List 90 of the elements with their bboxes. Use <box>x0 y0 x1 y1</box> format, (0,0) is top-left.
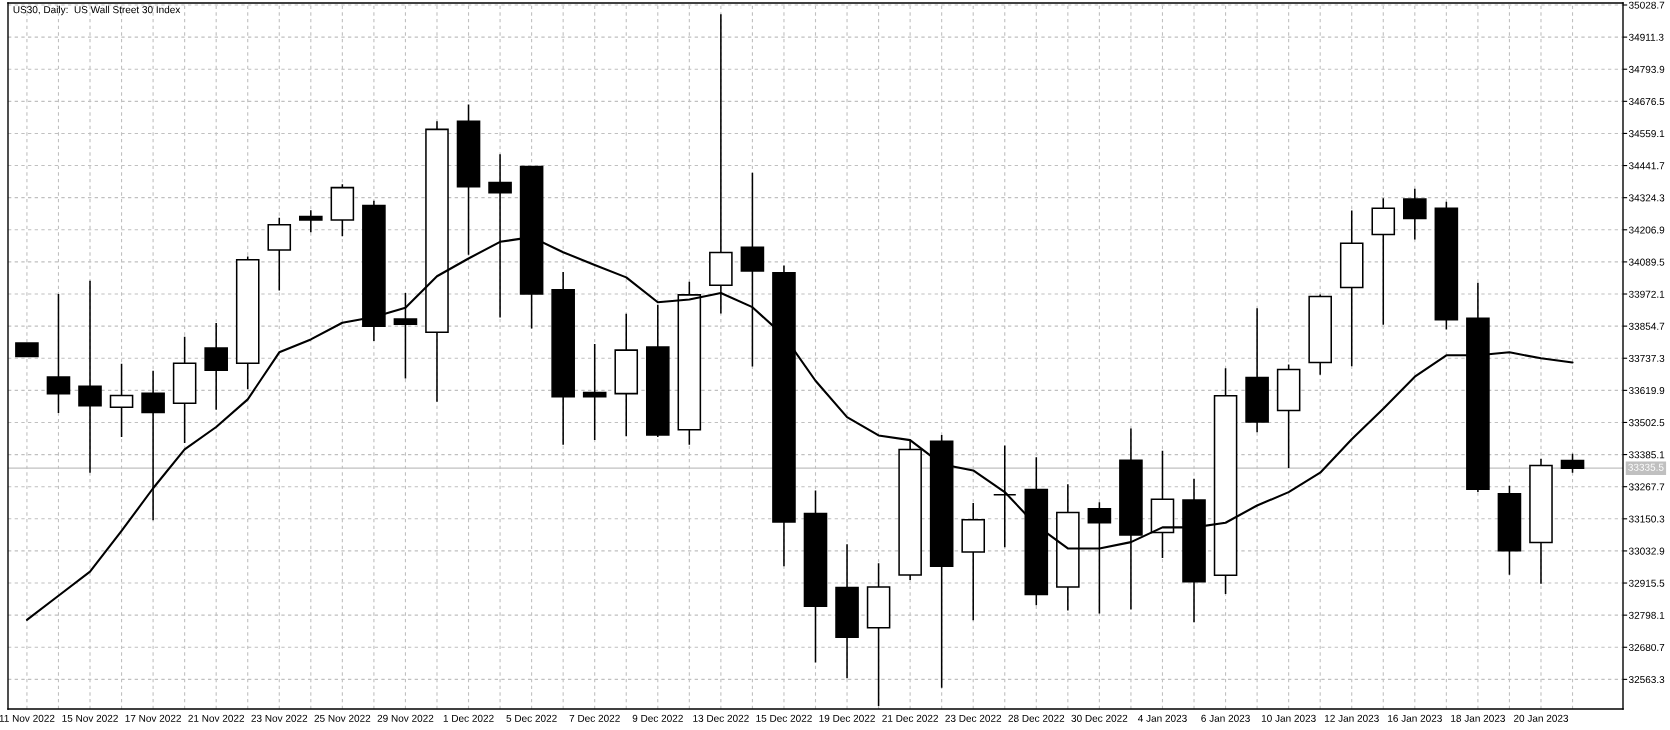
candlestick <box>109 363 134 438</box>
y-tick-label: 33032.9 <box>1628 547 1665 555</box>
candlestick <box>582 343 607 441</box>
candlestick <box>78 279 102 474</box>
x-tick-label: 16 Jan 2023 <box>1388 714 1442 722</box>
candlestick <box>1119 427 1143 611</box>
y-tick-label: 34089.5 <box>1628 258 1665 266</box>
candlestick <box>267 216 292 292</box>
candlestick <box>1371 197 1396 326</box>
y-tick-label: 33854.7 <box>1628 322 1665 330</box>
y-tick-label: 34441.7 <box>1628 162 1665 170</box>
y-tick-label: 32915.5 <box>1628 579 1665 587</box>
candlestick <box>1245 307 1269 433</box>
candlestick <box>835 543 859 680</box>
x-tick-label: 30 Dec 2022 <box>1071 714 1128 722</box>
candlestick <box>992 444 1017 549</box>
x-tick-label: 21 Dec 2022 <box>882 714 938 722</box>
y-tick-label: 33385.1 <box>1628 451 1665 459</box>
y-tick-label: 33150.3 <box>1628 515 1665 523</box>
candlestick <box>645 303 670 438</box>
candlestick <box>46 293 71 414</box>
candlestick <box>1056 483 1080 612</box>
candlestick <box>330 183 355 238</box>
x-tick-label: 10 Jan 2023 <box>1261 714 1316 722</box>
candlestick <box>1087 501 1112 615</box>
ref-line-label: 33335.5 <box>1628 463 1664 471</box>
candlestick <box>172 335 197 444</box>
y-tick-label: 34793.9 <box>1628 65 1665 73</box>
candlestick <box>1213 367 1238 595</box>
x-tick-label: 29 Nov 2022 <box>377 714 434 722</box>
candlestick <box>299 209 323 233</box>
candlestick <box>456 103 481 256</box>
y-tick-label: 33619.9 <box>1628 387 1665 395</box>
x-tick-label: 4 Jan 2023 <box>1137 714 1187 722</box>
candlestick <box>15 342 39 358</box>
x-tick-label: 11 Nov 2022 <box>0 714 55 722</box>
candlestick <box>1150 450 1175 559</box>
y-tick-label: 34911.3 <box>1628 33 1664 41</box>
candlestick <box>1308 293 1332 376</box>
x-tick-label: 5 Dec 2022 <box>506 714 557 722</box>
candlestick <box>1403 187 1427 241</box>
y-tick-label: 32563.3 <box>1628 676 1665 684</box>
x-tick-label: 7 Dec 2022 <box>569 714 620 722</box>
x-tick-label: 28 Dec 2022 <box>1008 714 1065 722</box>
x-tick-label: 12 Jan 2023 <box>1324 714 1379 722</box>
x-tick-label: 25 Nov 2022 <box>314 714 371 722</box>
x-tick-label: 23 Dec 2022 <box>945 714 1002 722</box>
candlestick <box>677 280 702 446</box>
y-tick-label: 33502.5 <box>1628 419 1665 427</box>
candlestick <box>1497 485 1522 576</box>
y-tick-label: 33267.7 <box>1628 483 1665 491</box>
y-tick-label: 33972.1 <box>1628 290 1665 298</box>
x-tick-label: 23 Nov 2022 <box>251 714 308 722</box>
x-tick-label: 17 Nov 2022 <box>125 714 181 722</box>
candlestick <box>1434 201 1459 331</box>
x-tick-label: 15 Dec 2022 <box>756 714 812 722</box>
x-tick-label: 21 Nov 2022 <box>188 714 245 722</box>
candlestick <box>1560 453 1585 474</box>
candlestick <box>141 369 165 522</box>
candlestick <box>866 562 891 707</box>
candlestick <box>1529 457 1553 585</box>
candlestick <box>898 438 922 581</box>
x-tick-label: 1 Dec 2022 <box>443 714 494 722</box>
y-tick-label: 34206.9 <box>1628 226 1665 234</box>
y-tick-label: 34559.1 <box>1628 130 1665 138</box>
candlestick <box>551 271 575 446</box>
x-tick-label: 6 Jan 2023 <box>1201 714 1250 722</box>
y-tick-label: 35028.7 <box>1628 1 1665 9</box>
chart-title: US30, Daily: US Wall Street 30 Index <box>13 5 181 16</box>
candlestick <box>1466 282 1490 493</box>
x-tick-label: 20 Jan 2023 <box>1513 714 1569 722</box>
y-tick-label: 33737.3 <box>1628 354 1665 362</box>
candlestick <box>235 255 260 390</box>
y-tick-label: 32798.1 <box>1628 611 1665 619</box>
y-tick-label: 32680.7 <box>1628 643 1665 651</box>
candlestick <box>1339 209 1364 368</box>
x-tick-label: 19 Dec 2022 <box>819 714 875 722</box>
candlestick <box>393 292 418 380</box>
y-tick-label: 34676.5 <box>1628 97 1665 106</box>
x-tick-label: 18 Jan 2023 <box>1451 714 1505 722</box>
candlestick <box>204 322 228 411</box>
candlestick <box>614 312 639 438</box>
candlestick <box>803 489 828 664</box>
x-tick-label: 9 Dec 2022 <box>632 714 683 722</box>
x-tick-label: 15 Nov 2022 <box>62 714 118 722</box>
candlestick <box>1024 456 1049 607</box>
x-tick-label: 13 Dec 2022 <box>693 714 749 722</box>
y-tick-label: 34324.3 <box>1628 194 1665 202</box>
candlestick <box>1276 363 1301 469</box>
candlestick <box>961 502 986 622</box>
